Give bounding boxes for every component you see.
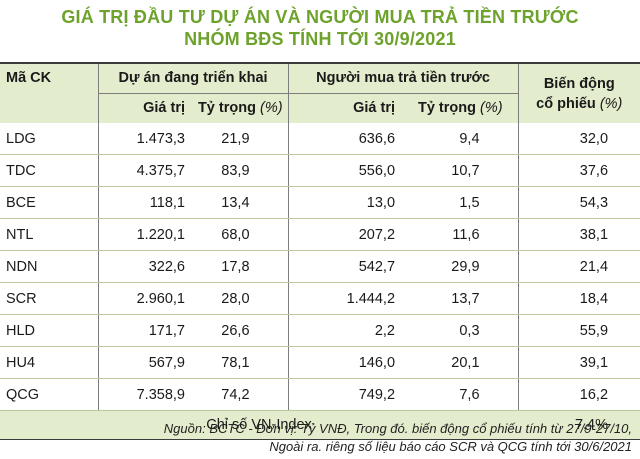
- source-line-1: Nguồn: BCTC - Đơn vị: Tỷ VNĐ, Trong đó. …: [163, 421, 632, 436]
- cell-change: 32,0: [518, 123, 640, 155]
- cell-change: 38,1: [518, 218, 640, 251]
- header-row-1: Mã CK Dự án đang triển khai Người mua tr…: [0, 62, 640, 123]
- data-table: Mã CK Dự án đang triển khai Người mua tr…: [0, 62, 640, 440]
- header-code: Mã CK: [0, 62, 99, 123]
- cell-project-weight: 78,1: [193, 346, 289, 379]
- cell-project-value: 567,9: [98, 346, 193, 379]
- table-row: NTL 1.220,1 68,0 207,2 11,6 38,1: [0, 218, 640, 251]
- cell-prepay-value: 2,2: [288, 314, 404, 347]
- index-value: 7,4%: [518, 410, 640, 440]
- cell-prepay-weight: 7,6: [403, 378, 519, 411]
- cell-prepay-weight: 0,3: [403, 314, 519, 347]
- cell-code: TDC: [0, 154, 99, 187]
- cell-project-value: 2.960,1: [98, 282, 193, 315]
- cell-project-value: 118,1: [98, 186, 193, 219]
- table-row: LDG 1.473,3 21,9 636,6 9,4 32,0: [0, 123, 640, 155]
- header-value-2: Giá trị: [353, 100, 396, 117]
- cell-project-value: 1.473,3: [98, 123, 193, 155]
- header-group-projects: Dự án đang triển khai: [98, 62, 289, 94]
- table-row: NDN 322,6 17,8 542,7 29,9 21,4: [0, 250, 640, 283]
- cell-prepay-value: 636,6: [288, 123, 404, 155]
- table-row: QCG 7.358,9 74,2 749,2 7,6 16,2: [0, 378, 640, 411]
- cell-change: 39,1: [518, 346, 640, 379]
- header-weight-1-label: Tỷ trọng: [197, 100, 256, 117]
- cell-prepay-weight: 1,5: [403, 186, 519, 219]
- cell-code: NTL: [0, 218, 99, 251]
- cell-project-weight: 28,0: [193, 282, 289, 315]
- cell-code: BCE: [0, 186, 99, 219]
- cell-prepay-weight: 11,6: [403, 218, 519, 251]
- table-row: HLD 171,7 26,6 2,2 0,3 55,9: [0, 314, 640, 347]
- cell-project-weight: 68,0: [193, 218, 289, 251]
- cell-change: 18,4: [518, 282, 640, 315]
- table-row: BCE 118,1 13,4 13,0 1,5 54,3: [0, 186, 640, 219]
- header-weight-2: Tỷ trọng (%): [403, 93, 519, 123]
- cell-prepay-value: 749,2: [288, 378, 404, 411]
- cell-prepay-value: 13,0: [288, 186, 404, 219]
- header-change-line2: cổ phiếu (%): [519, 94, 640, 114]
- header-change-line1: Biến động: [543, 75, 615, 92]
- cell-project-value: 1.220,1: [98, 218, 193, 251]
- data-table-wrapper: Mã CK Dự án đang triển khai Người mua tr…: [0, 62, 640, 440]
- table-body: LDG 1.473,3 21,9 636,6 9,4 32,0 TDC 4.375,7 83,9…: [0, 123, 640, 411]
- cell-prepay-weight: 9,4: [403, 123, 519, 155]
- cell-change: 54,3: [518, 186, 640, 219]
- source-line-2: Ngoài ra. riêng số liệu báo cáo SCR và Q…: [269, 439, 632, 454]
- cell-change: 16,2: [518, 378, 640, 411]
- cell-prepay-weight: 10,7: [403, 154, 519, 187]
- title-line-1: GIÁ TRỊ ĐẦU TƯ DỰ ÁN VÀ NGƯỜI MUA TRẢ TI…: [61, 7, 579, 27]
- header-change-label: cổ phiếu: [536, 95, 596, 112]
- header-group-prepayments: Người mua trả tiền trước: [288, 62, 519, 94]
- cell-project-weight: 83,9: [193, 154, 289, 187]
- header-change-unit: (%): [599, 95, 623, 112]
- cell-project-weight: 26,6: [193, 314, 289, 347]
- table-row: SCR 2.960,1 28,0 1.444,2 13,7 18,4: [0, 282, 640, 315]
- table-row: TDC 4.375,7 83,9 556,0 10,7 37,6: [0, 154, 640, 187]
- cell-prepay-value: 1.444,2: [288, 282, 404, 315]
- table-row: HU4 567,9 78,1 146,0 20,1 39,1: [0, 346, 640, 379]
- cell-prepay-value: 146,0: [288, 346, 404, 379]
- cell-project-value: 322,6: [98, 250, 193, 283]
- cell-prepay-weight: 13,7: [403, 282, 519, 315]
- cell-project-value: 7.358,9: [98, 378, 193, 411]
- cell-project-weight: 13,4: [193, 186, 289, 219]
- header-change: Biến động cổ phiếu (%): [518, 62, 640, 123]
- cell-project-weight: 21,9: [193, 123, 289, 155]
- source-note: Nguồn: BCTC - Đơn vị: Tỷ VNĐ, Trong đó. …: [12, 420, 632, 456]
- cell-change: 21,4: [518, 250, 640, 283]
- cell-project-weight: 17,8: [193, 250, 289, 283]
- cell-project-value: 4.375,7: [98, 154, 193, 187]
- header-value-1: Giá trị: [143, 100, 185, 117]
- header-weight-1-unit: (%): [259, 100, 283, 117]
- cell-code: SCR: [0, 282, 99, 315]
- cell-prepay-value: 207,2: [288, 218, 404, 251]
- title-block: GIÁ TRỊ ĐẦU TƯ DỰ ÁN VÀ NGƯỜI MUA TRẢ TI…: [0, 0, 640, 62]
- cell-project-value: 171,7: [98, 314, 193, 347]
- cell-code: HU4: [0, 346, 99, 379]
- header-weight-1: Tỷ trọng (%): [193, 93, 289, 123]
- title-line-2: NHÓM BĐS TÍNH TỚI 30/9/2021: [184, 29, 456, 49]
- cell-prepay-value: 542,7: [288, 250, 404, 283]
- cell-prepay-value: 556,0: [288, 154, 404, 187]
- cell-code: HLD: [0, 314, 99, 347]
- cell-code: QCG: [0, 378, 99, 411]
- cell-prepay-weight: 20,1: [403, 346, 519, 379]
- cell-code: NDN: [0, 250, 99, 283]
- cell-project-weight: 74,2: [193, 378, 289, 411]
- cell-prepay-weight: 29,9: [403, 250, 519, 283]
- index-label: Chỉ số VN-Index: [0, 410, 519, 440]
- cell-change: 37,6: [518, 154, 640, 187]
- cell-change: 55,9: [518, 314, 640, 347]
- index-row: Chỉ số VN-Index 7,4%: [0, 410, 640, 440]
- cell-code: LDG: [0, 123, 99, 155]
- header-weight-2-label: Tỷ trọng: [417, 100, 476, 117]
- header-weight-2-unit: (%): [480, 100, 503, 117]
